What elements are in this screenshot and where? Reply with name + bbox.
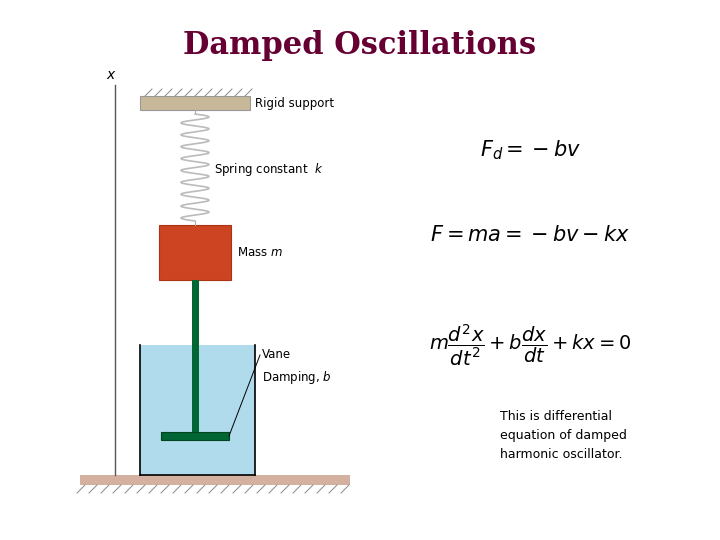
Text: Mass $m$: Mass $m$ xyxy=(237,246,283,260)
Bar xyxy=(161,432,229,440)
Bar xyxy=(80,475,350,485)
Text: Damping, $b$: Damping, $b$ xyxy=(262,368,332,386)
Text: Vane: Vane xyxy=(262,348,291,361)
Text: $m\dfrac{d^2x}{dt^2} + b\dfrac{dx}{dt} + kx = 0$: $m\dfrac{d^2x}{dt^2} + b\dfrac{dx}{dt} +… xyxy=(429,322,631,368)
Text: This is differential
equation of damped
harmonic oscillator.: This is differential equation of damped … xyxy=(500,409,627,461)
Text: $F = ma = -bv - kx$: $F = ma = -bv - kx$ xyxy=(430,225,630,245)
Text: Rigid support: Rigid support xyxy=(255,97,334,110)
Bar xyxy=(140,345,255,475)
Bar xyxy=(140,96,250,110)
Bar xyxy=(192,280,199,432)
Text: Damped Oscillations: Damped Oscillations xyxy=(184,30,536,61)
Text: $x$: $x$ xyxy=(106,68,117,82)
Bar xyxy=(159,225,231,280)
Text: Spring constant  $k$: Spring constant $k$ xyxy=(214,161,323,179)
Text: $F_d = -bv$: $F_d = -bv$ xyxy=(480,138,580,162)
Bar xyxy=(192,280,199,390)
